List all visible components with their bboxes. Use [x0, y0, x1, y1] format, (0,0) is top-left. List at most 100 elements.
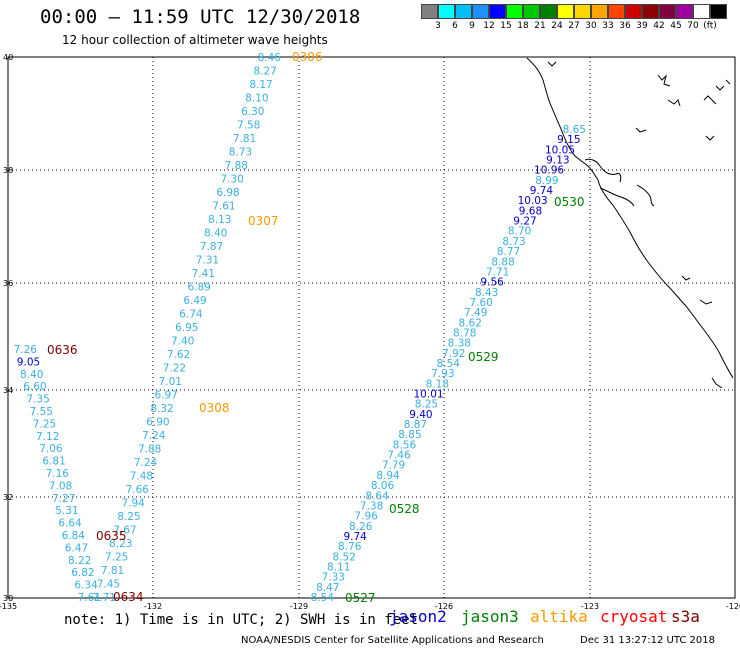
wave-height-value: 8.87	[404, 419, 427, 431]
colorbar-swatch	[710, 4, 727, 19]
colorbar-label: 3	[435, 21, 441, 31]
pass-time-label: 0307	[248, 214, 279, 228]
wave-height-value: 7.22	[163, 363, 186, 375]
pass-time-label: 0528	[389, 502, 420, 516]
colorbar-swatch	[591, 4, 608, 19]
map-frame	[7, 56, 736, 599]
longitude-label: -120	[726, 602, 740, 611]
wave-height-value: 7.96	[354, 511, 378, 523]
footer-note: note: 1) Time is in UTC; 2) SWH is in fe…	[64, 612, 419, 628]
wave-height-value: 6.89	[187, 282, 210, 294]
wave-height-value: 8.38	[448, 338, 471, 350]
latitude-label: 38	[3, 166, 13, 175]
longitude-label: -126	[435, 602, 453, 611]
legend-item-s3a: s3a	[671, 607, 700, 626]
wave-height-value: 6.95	[175, 322, 198, 334]
colorbar-label: 36	[619, 21, 631, 31]
wave-height-value: 8.88	[491, 256, 514, 268]
wave-height-value: 7.88	[225, 160, 248, 172]
wave-height-value: 7.71	[93, 592, 116, 604]
pass-time-label: 0308	[199, 401, 230, 415]
colorbar-swatch	[472, 4, 489, 19]
longitude-label: -135	[0, 602, 17, 611]
colorbar-swatch	[676, 4, 693, 19]
colorbar-label: 33	[602, 21, 614, 31]
wave-height-value: 8.85	[398, 429, 421, 441]
latitude-label: 32	[3, 493, 13, 502]
wave-height-value: 9.13	[546, 155, 569, 167]
colorbar-swatch	[489, 4, 506, 19]
wave-height-value: 8.11	[327, 561, 350, 573]
wave-height-value: 8.06	[371, 480, 395, 492]
colorbar-swatch	[438, 4, 455, 19]
latitude-label: 34	[3, 386, 13, 395]
wave-height-value: 10.05	[545, 144, 575, 156]
wave-height-value: 6.81	[42, 456, 65, 468]
wave-height-value: 6.60	[23, 381, 46, 393]
colorbar-swatch	[608, 4, 625, 19]
wave-height-value: 8.52	[333, 551, 356, 563]
colorbar-label: 45	[670, 21, 682, 31]
wave-height-value: 6.30	[241, 106, 264, 118]
wave-height-value: 8.62	[459, 317, 482, 329]
wave-height-value: 7.88	[138, 444, 161, 456]
wave-height-value: 9.74	[343, 531, 367, 543]
wave-height-value: 7.58	[237, 120, 260, 132]
wave-height-value: 7.31	[196, 255, 219, 267]
credit-line: NOAA/NESDIS Center for Satellite Applica…	[241, 635, 544, 646]
legend-item-jason3: jason3	[461, 607, 519, 626]
wave-height-value: 10.01	[414, 389, 444, 401]
pass-time-label: 0527	[345, 591, 376, 605]
colorbar	[421, 4, 727, 19]
wave-height-value: 6.47	[65, 542, 88, 554]
colorbar-swatch	[557, 4, 574, 19]
wave-height-value: 7.24	[134, 457, 158, 469]
wave-height-value: 7.01	[159, 376, 182, 388]
colorbar-swatch	[506, 4, 523, 19]
wave-height-value: 8.64	[365, 490, 389, 502]
wave-height-value: 7.33	[322, 572, 345, 584]
wave-height-value: 7.08	[49, 480, 72, 492]
colorbar-swatch	[642, 4, 659, 19]
wave-height-value: 6.49	[183, 295, 206, 307]
wave-height-value: 8.17	[249, 79, 272, 91]
wave-height-value: 6.74	[179, 309, 203, 321]
wave-height-value: 9.15	[557, 134, 580, 146]
colorbar-swatch	[523, 4, 540, 19]
wave-height-value: 7.61	[78, 592, 101, 604]
wave-height-value: 7.24	[142, 430, 166, 442]
wave-height-value: 8.54	[311, 592, 335, 604]
colorbar-swatch	[659, 4, 676, 19]
colorbar-label: 18	[517, 21, 529, 31]
wave-height-value: 7.25	[33, 418, 56, 430]
wave-height-value: 6.97	[154, 390, 177, 402]
longitude-label: -129	[290, 602, 308, 611]
colorbar-label: 24	[551, 21, 563, 31]
wave-height-value: 8.27	[253, 66, 276, 78]
colorbar-label: 27	[568, 21, 580, 31]
colorbar-swatch	[421, 4, 438, 19]
wave-height-value: 8.23	[109, 538, 132, 550]
wave-height-value: 7.38	[360, 500, 383, 512]
wave-height-value: 6.82	[71, 567, 94, 579]
colorbar-label: 39	[636, 21, 648, 31]
wave-height-value: 8.32	[150, 403, 173, 415]
pass-time-label: 0636	[47, 343, 78, 357]
colorbar-swatch	[574, 4, 591, 19]
colorbar-swatch	[455, 4, 472, 19]
wave-height-value: 6.84	[62, 530, 86, 542]
latitude-label: 36	[3, 279, 13, 288]
wave-height-value: 8.22	[68, 555, 91, 567]
wave-height-value: 8.40	[20, 369, 43, 381]
wave-height-value: 7.27	[52, 493, 75, 505]
wave-height-value: 7.93	[431, 368, 454, 380]
colorbar-label: 6	[452, 21, 458, 31]
pass-time-label: 0635	[96, 529, 127, 543]
wave-height-value: 7.49	[464, 307, 487, 319]
wave-height-value: 6.34	[74, 580, 98, 592]
wave-height-value: 6.90	[146, 417, 169, 429]
map-title: 00:00 – 11:59 UTC 12/30/2018	[40, 6, 361, 28]
wave-height-value: 7.12	[36, 431, 59, 443]
wave-height-value: 8.25	[415, 399, 438, 411]
